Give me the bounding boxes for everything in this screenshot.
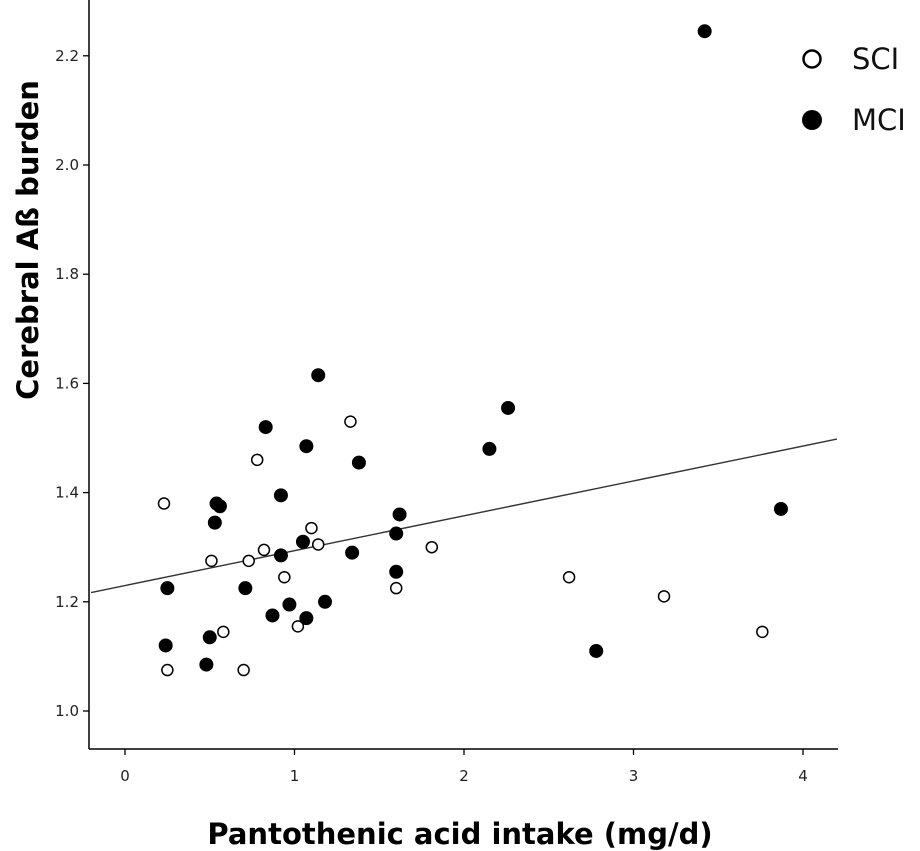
legend-label-mci: MCI xyxy=(852,103,906,137)
x-axis-title: Pantothenic acid intake (mg/d) xyxy=(207,817,712,851)
mci-point xyxy=(160,581,175,596)
legend-marker-sci xyxy=(802,49,822,69)
x-tick-label: 3 xyxy=(629,767,639,785)
mci-point xyxy=(501,400,516,415)
points-layer xyxy=(157,24,788,677)
x-tick-label: 1 xyxy=(290,767,300,785)
mci-point xyxy=(392,507,407,522)
sci-point xyxy=(756,625,769,639)
mci-point xyxy=(389,526,404,541)
mci-point xyxy=(311,368,326,383)
mci-point xyxy=(199,657,214,672)
sci-point xyxy=(425,540,439,554)
y-tick-label: 2.0 xyxy=(55,156,79,174)
x-tick-label: 0 xyxy=(120,767,130,785)
mci-point xyxy=(273,548,288,563)
y-tick-label: 1.6 xyxy=(55,374,79,392)
y-axis-title: Cerebral Aß burden xyxy=(11,80,45,400)
mci-point xyxy=(318,594,333,609)
mci-point xyxy=(299,611,314,626)
sci-point xyxy=(250,453,264,467)
mci-point xyxy=(482,441,497,456)
legend: SCI MCI xyxy=(802,42,906,137)
x-tick-label: 4 xyxy=(798,767,808,785)
sci-point xyxy=(205,554,218,568)
mci-point xyxy=(238,581,253,596)
fit-line xyxy=(90,438,838,594)
x-axis: 0 1 2 3 4 xyxy=(89,748,838,785)
mci-point xyxy=(351,455,366,470)
sci-point xyxy=(278,570,291,584)
mci-point xyxy=(697,24,712,39)
sci-point xyxy=(291,620,305,633)
mci-point xyxy=(207,515,222,530)
y-tick-label: 2.2 xyxy=(55,47,79,65)
legend-label-sci: SCI xyxy=(852,42,899,76)
mci-point xyxy=(589,643,604,658)
x-tick-label: 2 xyxy=(459,767,469,785)
sci-point xyxy=(305,521,318,535)
sci-point xyxy=(217,625,230,639)
y-tick-label: 1.2 xyxy=(55,593,79,611)
fit-line-layer xyxy=(90,438,838,594)
mci-point xyxy=(299,439,314,454)
y-tick-label: 1.0 xyxy=(55,702,79,720)
sci-point xyxy=(237,663,250,677)
mci-point xyxy=(389,564,404,579)
mci-point xyxy=(295,534,310,549)
sci-point xyxy=(344,415,357,428)
mci-point xyxy=(258,420,273,435)
mci-point xyxy=(265,608,280,623)
mci-point xyxy=(345,545,360,560)
y-tick-label: 1.8 xyxy=(55,265,79,283)
mci-point xyxy=(202,630,217,645)
sci-point xyxy=(161,663,174,677)
mci-point xyxy=(273,488,288,503)
y-tick-label: 1.4 xyxy=(55,484,79,502)
mci-point xyxy=(158,638,173,653)
mci-point xyxy=(212,499,227,514)
y-axis: 1.0 1.2 1.4 1.6 1.8 2.0 2.2 xyxy=(55,0,90,749)
sci-point xyxy=(157,497,171,510)
sci-point xyxy=(242,554,255,568)
sci-point xyxy=(657,590,671,603)
sci-point xyxy=(311,538,325,551)
mci-point xyxy=(773,501,788,516)
sci-point xyxy=(389,581,403,595)
legend-marker-mci xyxy=(802,110,822,130)
mci-point xyxy=(282,597,297,612)
sci-point xyxy=(562,570,576,584)
sci-point xyxy=(257,543,271,557)
